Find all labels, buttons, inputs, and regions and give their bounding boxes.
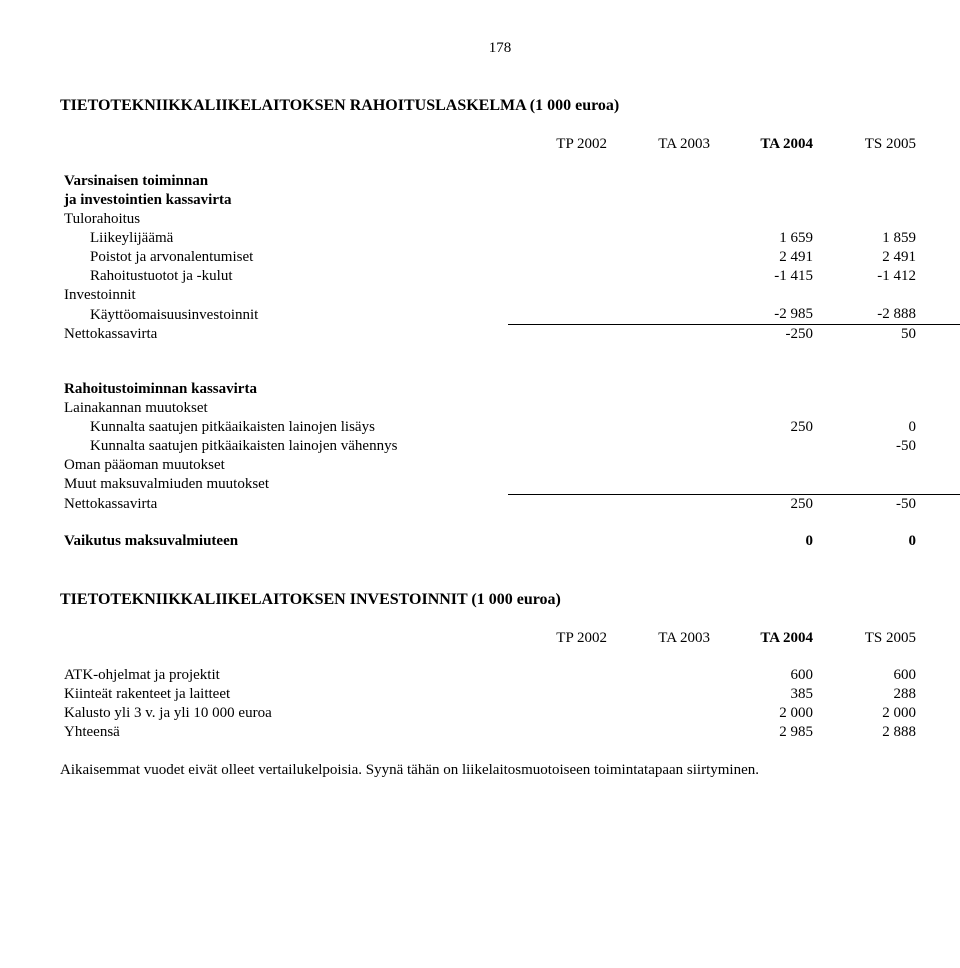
table-row: Kiinteät rakenteet ja laitteet385288191 <box>60 685 960 704</box>
col-ts2006: TS 2006 <box>920 629 960 648</box>
table-row: Liikeylijäämä1 6591 8591 759 <box>60 229 960 248</box>
table-row: Kalusto yli 3 v. ja yli 10 000 euroa2 00… <box>60 704 960 723</box>
table-row: Poistot ja arvonalentumiset2 4912 4912 4… <box>60 248 960 267</box>
table-row: Muut maksuvalmiuden muutokset <box>60 475 960 494</box>
table-row: Kunnalta saatujen pitkäaikaisten lainoje… <box>60 418 960 437</box>
table-row: Investoinnit <box>60 286 960 305</box>
table-row: ATK-ohjelmat ja projektit600600600 <box>60 666 960 685</box>
table-row: Lainakannan muutokset <box>60 399 960 418</box>
group2-header: Rahoitustoiminnan kassavirta <box>60 380 508 399</box>
col-ts2005: TS 2005 <box>817 135 920 154</box>
table-row: Yhteensä2 9852 8882 791 <box>60 723 960 742</box>
effect-row: Vaikutus maksuvalmiuteen000 <box>60 532 960 551</box>
col-ta2004: TA 2004 <box>714 135 817 154</box>
investment-table: TP 2002 TA 2003 TA 2004 TS 2005 TS 2006 … <box>60 629 960 742</box>
net-row-a: Nettokassavirta-2505050 <box>60 325 960 345</box>
table-row: Rahoitustuotot ja -kulut-1 415-1 412-1 4… <box>60 267 960 286</box>
table-row: Oman pääoman muutokset <box>60 456 960 475</box>
col-ts2006: TS 2006 <box>920 135 960 154</box>
table-row: Kunnalta saatujen pitkäaikaisten lainoje… <box>60 437 960 456</box>
col-ta2003: TA 2003 <box>611 629 714 648</box>
column-header-row: TP 2002 TA 2003 TA 2004 TS 2005 TS 2006 <box>60 629 960 648</box>
footnote: Aikaisemmat vuodet eivät olleet vertailu… <box>60 762 940 779</box>
table-row: Käyttöomaisuusinvestoinnit-2 985-2 888-2… <box>60 305 960 325</box>
column-header-row: TP 2002 TA 2003 TA 2004 TS 2005 TS 2006 <box>60 135 960 154</box>
net-row-b: Nettokassavirta250-50-50 <box>60 494 960 514</box>
col-ts2005: TS 2005 <box>817 629 920 648</box>
col-ta2004: TA 2004 <box>714 629 817 648</box>
page-number: 178 <box>60 40 940 57</box>
section2-title: TIETOTEKNIIKKALIIKELAITOKSEN INVESTOINNI… <box>60 591 940 609</box>
group1-sub: ja investointien kassavirta <box>60 191 508 210</box>
section1-title: TIETOTEKNIIKKALIIKELAITOKSEN RAHOITUSLAS… <box>60 97 940 115</box>
col-tp2002: TP 2002 <box>508 135 611 154</box>
group1-header: Varsinaisen toiminnan <box>60 172 508 191</box>
financing-table: TP 2002 TA 2003 TA 2004 TS 2005 TS 2006 … <box>60 135 960 551</box>
col-tp2002: TP 2002 <box>508 629 611 648</box>
col-ta2003: TA 2003 <box>611 135 714 154</box>
table-row: Tulorahoitus <box>60 210 960 229</box>
